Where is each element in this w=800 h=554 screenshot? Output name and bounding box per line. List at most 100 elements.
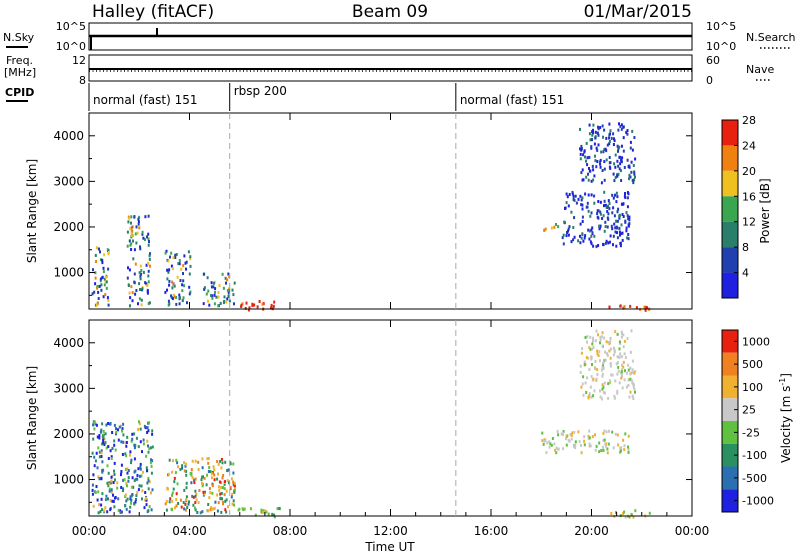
velocity-cell	[609, 356, 612, 360]
velocity-cell	[628, 515, 631, 519]
velocity-cell	[212, 465, 215, 469]
velocity-cell	[267, 512, 270, 516]
power-cell	[597, 200, 600, 203]
velocity-cell	[222, 500, 224, 504]
velocity-cell	[553, 442, 556, 446]
velocity-cell	[596, 349, 599, 353]
velocity-cell	[594, 359, 597, 363]
velocity-cell	[185, 469, 188, 473]
velocity-cell	[105, 494, 108, 498]
velocity-cell	[229, 485, 232, 489]
power-cell	[164, 251, 167, 255]
power-cell	[643, 305, 646, 309]
velocity-colorbar-swatch	[722, 443, 738, 467]
power-cell	[167, 270, 170, 274]
power-cell	[620, 123, 623, 127]
power-cell	[107, 267, 110, 271]
nave-label: Nave	[746, 63, 774, 76]
power-cell	[590, 146, 593, 150]
power-cell	[226, 297, 229, 301]
velocity-cell	[624, 515, 627, 519]
velocity-cell	[617, 365, 620, 369]
power-cell	[168, 279, 171, 283]
power-cell	[580, 198, 583, 202]
velocity-cell	[548, 445, 551, 449]
velocity-cell	[107, 484, 110, 488]
velocity-cell	[150, 458, 152, 462]
power-cell	[621, 213, 624, 216]
power-cell	[586, 201, 589, 205]
power-cell	[605, 239, 608, 243]
velocity-cell	[117, 497, 120, 501]
velocity-cell	[569, 433, 572, 437]
power-cell	[597, 133, 600, 137]
velocity-cell	[613, 396, 616, 400]
power-cell	[629, 140, 632, 144]
velocity-cell	[201, 466, 204, 470]
velocity-cell	[622, 365, 625, 369]
power-colorbar-tick-label: 24	[742, 139, 756, 152]
power-cell	[133, 272, 136, 276]
power-cell	[619, 241, 622, 245]
nave-tick-top: 60	[706, 54, 720, 67]
velocity-cell	[213, 473, 216, 477]
velocity-cell	[93, 464, 96, 468]
velocity-label-close: ]	[779, 373, 793, 378]
velocity-label-exp: -1	[778, 378, 787, 386]
power-cell	[583, 149, 586, 153]
velocity-cell	[615, 511, 617, 515]
velocity-cell	[627, 451, 630, 454]
power-cell	[205, 292, 208, 296]
velocity-cell	[94, 491, 97, 494]
velocity-cell	[151, 488, 154, 492]
velocity-cell	[171, 508, 173, 512]
velocity-cell	[138, 422, 141, 426]
velocity-cell	[596, 372, 599, 376]
velocity-cell	[201, 475, 204, 479]
velocity-cell	[147, 479, 150, 483]
power-cell	[566, 195, 569, 199]
velocity-cell	[105, 423, 108, 427]
nsearch-label: N.Search	[746, 31, 796, 44]
velocity-cell	[213, 506, 216, 510]
power-cell	[567, 227, 570, 231]
velocity-cell	[616, 355, 619, 359]
power-cell	[563, 220, 566, 224]
power-cell	[565, 201, 568, 205]
velocity-cell	[586, 335, 589, 339]
power-cell	[97, 297, 100, 300]
velocity-cell	[148, 447, 151, 451]
velocity-cell	[150, 491, 152, 495]
velocity-cell	[549, 442, 552, 446]
velocity-cell	[201, 482, 203, 485]
velocity-cell	[587, 396, 590, 399]
velocity-cell	[543, 439, 546, 443]
power-cell	[613, 139, 616, 143]
power-cell	[132, 257, 135, 261]
power-cell	[567, 229, 569, 233]
power-cell	[597, 143, 600, 147]
power-cell	[567, 204, 570, 208]
velocity-cell	[181, 466, 184, 470]
power-cell	[141, 287, 144, 291]
power-cell	[572, 194, 575, 198]
velocity-cell	[565, 437, 568, 441]
velocity-cell	[249, 507, 252, 511]
power-cell	[564, 206, 567, 210]
power-cell	[270, 306, 272, 310]
velocity-cell	[136, 474, 139, 477]
velocity-cell	[169, 497, 172, 501]
power-cell	[166, 288, 168, 292]
velocity-cell	[97, 490, 100, 494]
velocity-cell	[203, 476, 206, 480]
power-cell	[599, 212, 602, 216]
power-colorbar-tick-label: 16	[742, 190, 756, 203]
power-cell	[593, 201, 596, 205]
velocity-cell	[596, 368, 599, 372]
power-cell	[580, 147, 583, 151]
velocity-cell	[114, 478, 116, 482]
power-cell	[170, 296, 173, 299]
velocity-cell	[592, 339, 594, 343]
velocity-cell	[573, 430, 576, 434]
power-cell	[251, 302, 254, 306]
